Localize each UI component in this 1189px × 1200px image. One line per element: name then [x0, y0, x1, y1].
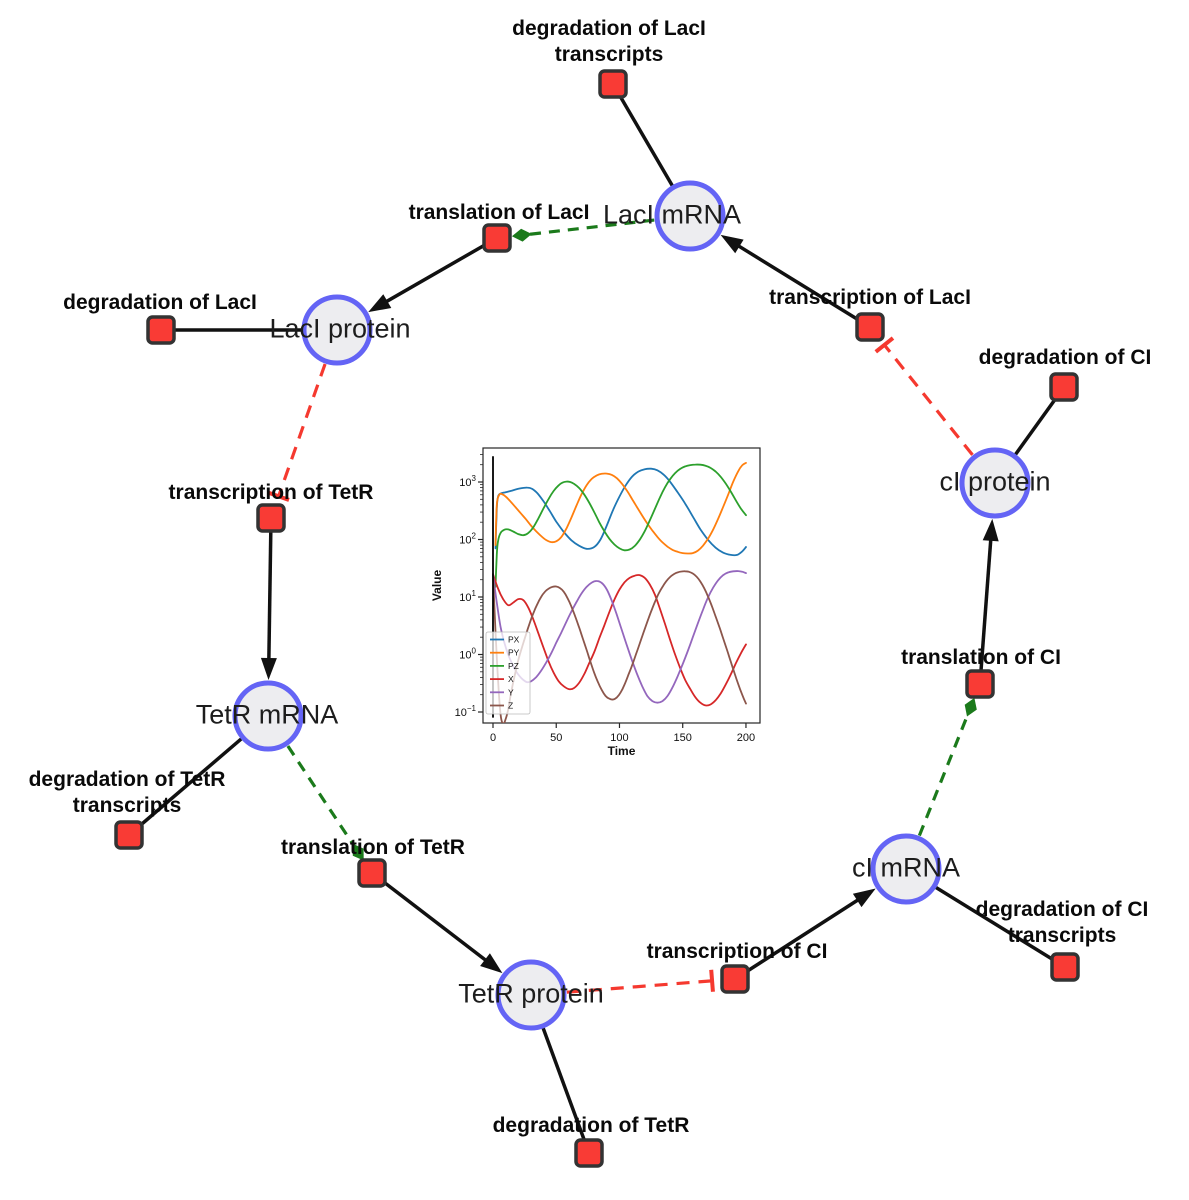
edge-laci-protein-to-txn-tetr [267, 363, 327, 502]
curve-PZ [494, 463, 747, 588]
reaction-node-deg-laci[interactable] [146, 315, 176, 345]
legend-label-PX: PX [508, 635, 520, 645]
legend-label-Y: Y [508, 687, 514, 697]
y-axis: 10−1 100 101 102 103 [455, 454, 483, 719]
reaction-node-deg-ci-tx[interactable] [1050, 952, 1080, 982]
edge-txn-tetr-to-tetr-mrna [260, 517, 277, 680]
edge-transl-ci-to-ci-protein [978, 518, 999, 685]
legend-label-PY: PY [508, 648, 520, 658]
reaction-node-deg-laci-tx[interactable] [598, 69, 628, 99]
reaction-node-txn-ci[interactable] [720, 964, 750, 994]
y-tick-label: 100 [459, 647, 476, 662]
x-tick-label: 50 [550, 732, 562, 744]
oscillation-plot: 10−1 100 101 102 103 0 50 100 150 200 Time Value PX P… [428, 436, 768, 758]
reaction-node-deg-ci[interactable] [1049, 372, 1079, 402]
species-node-tetr-mrna[interactable] [232, 680, 304, 752]
y-tick-label: 102 [459, 532, 476, 547]
species-node-tetr-protein[interactable] [495, 959, 567, 1031]
edge-ci-protein-to-txn-laci [874, 336, 974, 456]
edge-tetr-mrna-to-transl-tetr [286, 745, 364, 861]
edge-transl-laci-to-laci-protein [368, 236, 498, 313]
species-node-ci-mrna[interactable] [870, 833, 942, 905]
chart-legend: PX PY PZ XYZ [485, 631, 531, 715]
legend-label-PZ: PZ [508, 661, 519, 671]
y-tick-label: 101 [459, 589, 476, 604]
edge-ci-mrna-to-transl-ci [917, 697, 977, 837]
reaction-node-transl-laci[interactable] [482, 223, 512, 253]
x-tick-label: 150 [674, 732, 692, 744]
edge-tetr-protein-to-txn-ci [566, 969, 715, 994]
curve-X [492, 573, 747, 707]
x-tick-label: 0 [490, 732, 496, 744]
y-tick-label: 10−1 [455, 704, 477, 719]
curve-PX [494, 467, 747, 557]
reaction-node-deg-tetr[interactable] [574, 1138, 604, 1168]
species-node-ci-protein[interactable] [959, 447, 1031, 519]
edge-txn-ci-to-ci-mrna [734, 888, 876, 981]
x-axis: 0 50 100 150 200 [490, 723, 755, 744]
reaction-node-txn-tetr[interactable] [256, 503, 286, 533]
y-tick-label: 103 [459, 474, 476, 489]
species-node-laci-protein[interactable] [301, 294, 373, 366]
x-tick-label: 200 [737, 732, 755, 744]
legend-label-Z: Z [508, 701, 513, 711]
reaction-node-txn-laci[interactable] [855, 312, 885, 342]
x-tick-label: 100 [610, 732, 628, 744]
y-axis-label: Value [430, 570, 444, 602]
species-node-laci-mrna[interactable] [654, 180, 726, 252]
x-axis-label: Time [608, 744, 636, 758]
reaction-node-deg-tetr-tx[interactable] [114, 820, 144, 850]
reaction-node-transl-tetr[interactable] [357, 858, 387, 888]
curve-PY [494, 462, 747, 555]
edge-txn-laci-to-laci-mrna [720, 234, 871, 329]
legend-label-X: X [508, 674, 514, 684]
reaction-node-transl-ci[interactable] [965, 669, 995, 699]
edge-transl-tetr-to-tetr-protein [370, 871, 503, 974]
edge-laci-mrna-to-transl-laci [511, 218, 655, 242]
